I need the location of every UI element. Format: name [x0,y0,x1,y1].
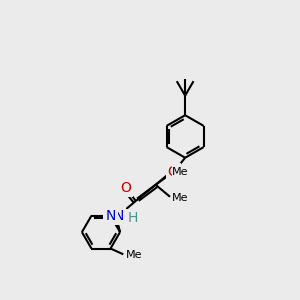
Text: N: N [105,209,116,223]
Text: Me: Me [172,167,189,177]
Text: Me: Me [126,250,142,260]
Text: Me: Me [172,193,189,203]
Text: O: O [168,165,178,179]
Text: O: O [120,181,131,194]
Text: H: H [127,211,137,225]
Text: N: N [113,209,124,223]
